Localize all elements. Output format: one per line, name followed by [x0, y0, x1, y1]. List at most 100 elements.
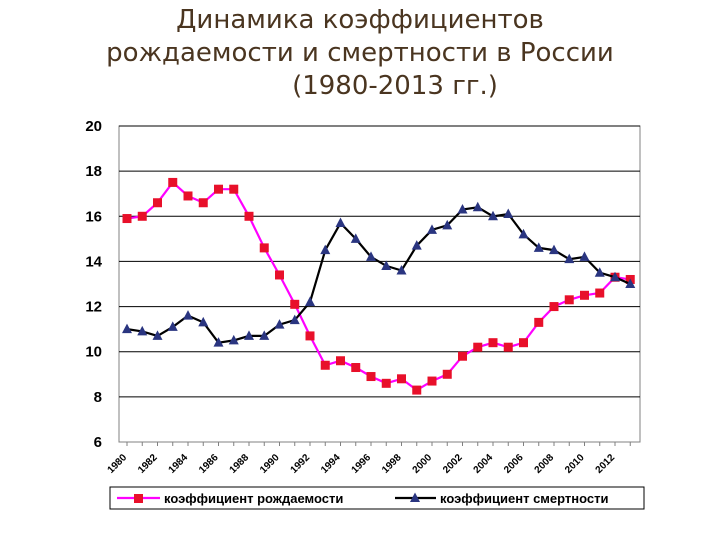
data-point-death	[259, 330, 270, 340]
x-tick-label: 2012	[594, 452, 618, 476]
series-line-2	[126, 206, 631, 344]
data-point-birth	[580, 290, 589, 300]
data-point-birth	[519, 338, 528, 348]
x-tick-label: 2010	[563, 452, 587, 476]
data-point-death	[442, 219, 453, 230]
legend: коэффициент рождаемости коэффициент смерт…	[109, 486, 645, 510]
data-point-birth	[564, 295, 574, 305]
data-point-death	[396, 264, 407, 275]
data-point-birth	[397, 374, 406, 384]
y-tick-label: 16	[85, 208, 102, 225]
data-point-birth	[534, 317, 544, 327]
data-point-death	[625, 278, 636, 288]
data-point-death	[488, 210, 498, 221]
data-point-birth	[503, 342, 513, 352]
data-point-birth	[214, 184, 223, 194]
data-point-birth	[153, 198, 162, 208]
data-point-birth	[320, 360, 330, 370]
data-point-birth	[244, 211, 254, 221]
data-point-death	[274, 319, 285, 329]
legend-marker-birth	[134, 494, 143, 503]
data-point-death	[594, 267, 605, 277]
data-point-birth	[198, 198, 208, 208]
data-point-birth	[458, 351, 467, 361]
data-point-birth	[381, 378, 391, 388]
data-point-birth	[549, 302, 559, 312]
data-point-death	[213, 337, 224, 347]
data-point-death	[411, 240, 422, 250]
data-point-birth	[305, 331, 315, 341]
x-tick-label: 2006	[502, 452, 526, 476]
data-point-death	[289, 314, 300, 325]
chart-title: Динамика коэффициентов рождаемости и сме…	[0, 4, 720, 103]
data-point-birth	[137, 211, 147, 221]
title-line-2: рождаемости и смертности в России	[106, 38, 614, 68]
data-point-birth	[259, 243, 269, 253]
data-point-death	[472, 201, 483, 212]
x-tick-label: 1992	[289, 452, 313, 476]
x-tick-label: 2004	[472, 452, 496, 476]
x-tick-label: 1984	[167, 452, 191, 476]
data-point-birth	[412, 385, 422, 395]
legend-marker-death	[410, 492, 420, 502]
x-tick-label: 1982	[136, 452, 160, 476]
data-point-death	[244, 330, 254, 340]
y-tick-label: 6	[94, 434, 102, 451]
x-tick-label: 1996	[350, 452, 374, 476]
data-point-birth	[442, 369, 452, 379]
data-point-birth	[183, 191, 193, 201]
data-point-death	[350, 233, 361, 243]
data-point-birth	[595, 288, 605, 298]
data-point-death	[533, 242, 544, 252]
data-point-birth	[336, 356, 345, 366]
x-tick-label: 2000	[411, 452, 435, 476]
x-tick-label: 1986	[197, 452, 221, 476]
y-tick-label: 8	[94, 389, 102, 406]
data-point-birth	[122, 214, 132, 224]
data-point-death	[122, 323, 132, 334]
x-tick-label: 1990	[258, 452, 282, 476]
data-point-death	[610, 271, 620, 282]
x-tick-label: 2002	[441, 452, 465, 476]
title-line-1: Динамика коэффициентов	[176, 5, 544, 35]
data-point-death	[152, 330, 163, 340]
data-point-death	[366, 251, 376, 261]
data-point-birth	[366, 372, 376, 382]
data-point-death	[427, 224, 437, 234]
plot-area	[118, 125, 641, 443]
data-point-death	[564, 253, 575, 264]
data-point-death	[320, 244, 331, 255]
x-tick-label: 1988	[228, 452, 252, 476]
data-point-death	[503, 208, 514, 219]
data-point-death	[167, 321, 178, 331]
data-point-birth	[488, 338, 498, 348]
legend-label-birth: коэффициент рождаемости	[164, 491, 343, 506]
data-point-birth	[351, 363, 361, 373]
data-point-death	[381, 260, 392, 270]
data-point-death	[183, 310, 193, 320]
data-point-death	[518, 228, 529, 239]
data-point-birth	[275, 270, 284, 280]
data-point-birth	[473, 342, 483, 352]
data-point-birth	[229, 184, 239, 194]
data-point-birth	[168, 177, 178, 187]
data-point-death	[305, 296, 315, 307]
x-tick-label: 1998	[380, 452, 404, 476]
x-tick-label: 1994	[319, 452, 343, 476]
x-tick-label: 1980	[106, 452, 130, 476]
data-point-death	[457, 204, 468, 214]
y-tick-label: 20	[85, 118, 102, 135]
data-point-death	[228, 334, 239, 345]
y-tick-label: 14	[85, 253, 102, 270]
data-point-death	[137, 325, 148, 336]
data-point-death	[335, 217, 346, 228]
data-point-death	[549, 244, 559, 255]
y-tick-label: 18	[85, 163, 102, 180]
legend-box	[109, 486, 645, 510]
data-point-birth	[290, 299, 300, 309]
data-point-birth	[427, 376, 437, 386]
legend-label-death: коэффициент смертности	[440, 491, 609, 506]
y-tick-label: 10	[85, 344, 102, 361]
y-tick-label: 12	[85, 299, 102, 316]
